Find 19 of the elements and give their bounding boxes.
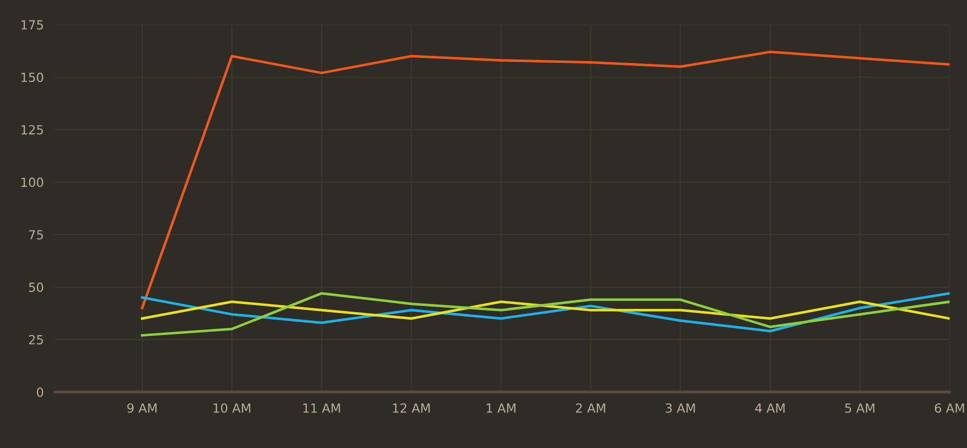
x-tick-label: 2 AM xyxy=(576,403,606,413)
y-tick-label: 25 xyxy=(29,334,43,344)
y-tick-label: 100 xyxy=(22,178,44,188)
x-tick-label: 1 AM xyxy=(486,403,516,413)
x-tick-label: 10 AM xyxy=(214,403,250,413)
x-tick-label: 4 AM xyxy=(755,403,785,413)
x-tick-label: 5 AM xyxy=(845,403,874,413)
x-tick-label: 9 AM xyxy=(127,403,157,413)
y-tick-label: 75 xyxy=(29,230,43,240)
y-tick-label: 0 xyxy=(36,387,44,397)
y-tick-label: 50 xyxy=(29,282,44,292)
x-tick-label: 6 AM xyxy=(934,403,964,413)
x-tick-label: 12 AM xyxy=(393,403,430,413)
y-tick-label: 175 xyxy=(22,20,43,30)
y-tick-label: 125 xyxy=(22,125,43,135)
y-tick-label: 150 xyxy=(22,72,44,82)
x-tick-label: 3 AM xyxy=(666,403,695,413)
x-tick-label: 11 AM xyxy=(303,403,340,413)
line-series xyxy=(140,50,950,310)
